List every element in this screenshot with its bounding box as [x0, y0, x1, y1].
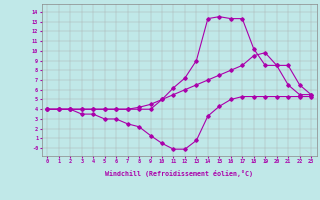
X-axis label: Windchill (Refroidissement éolien,°C): Windchill (Refroidissement éolien,°C)	[105, 170, 253, 177]
